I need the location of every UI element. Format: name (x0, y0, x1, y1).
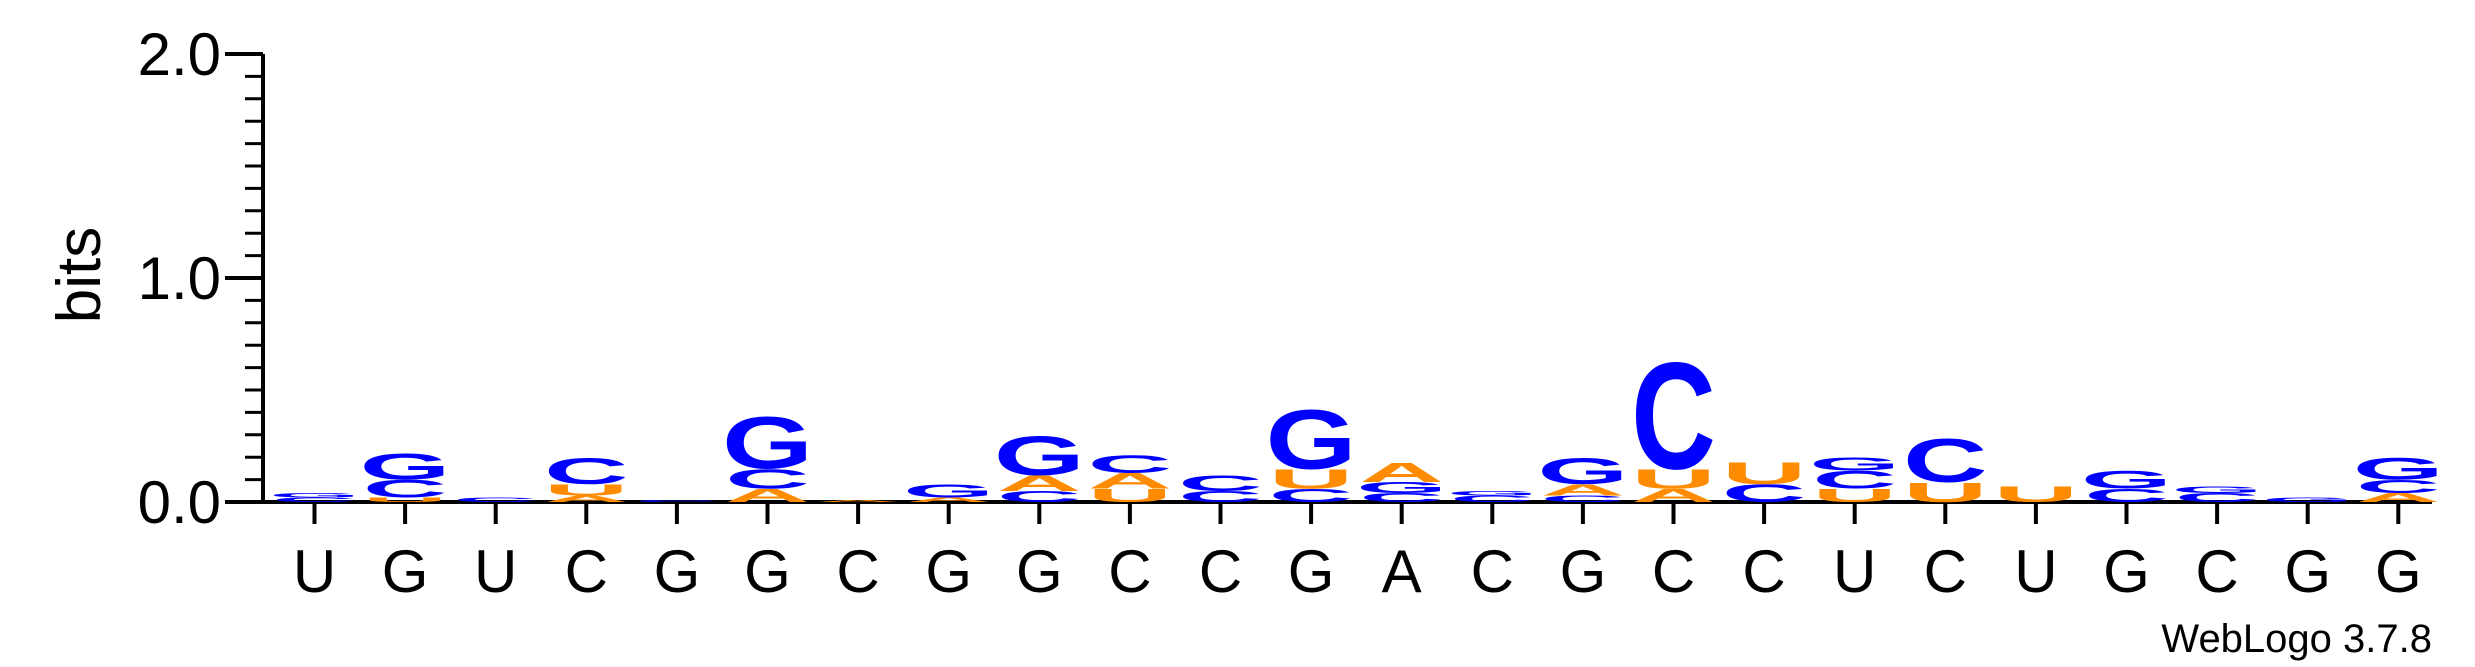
x-tick-label: C (1742, 538, 1785, 605)
logo-letter: A (1088, 469, 1173, 493)
x-tick-label: U (474, 538, 517, 605)
logo-letter: G (1447, 490, 1538, 497)
x-tick-label: C (1199, 538, 1242, 605)
x-tick-label: C (836, 538, 879, 605)
y-tick-label: 0.0 (138, 469, 221, 536)
x-tick-label: C (1652, 538, 1695, 605)
weblogo-credit: WebLogo 3.7.8 (2161, 617, 2432, 661)
logo-letter: G (360, 446, 451, 488)
logo-letter: U (1812, 485, 1897, 506)
logo-letter: U (363, 496, 448, 503)
logo-letter: G (722, 401, 813, 485)
x-tick-label: C (1924, 538, 1967, 605)
y-tick-label: 1.0 (138, 245, 221, 312)
logo-letter: G (1537, 451, 1628, 493)
logo-letter: G (1356, 479, 1447, 496)
logo-letter: G (2262, 496, 2353, 503)
logo-letter: A (1541, 481, 1626, 498)
logo-letter: C (1178, 488, 1263, 505)
logo-letter: A (906, 496, 991, 503)
logo-letter: U (1269, 464, 1354, 495)
logo-letter: C (1178, 471, 1263, 495)
logo-letter: C (1722, 479, 1807, 507)
logo-letter: C (1359, 491, 1444, 505)
logo-letter: A (544, 494, 629, 504)
x-tick-label: G (382, 538, 429, 605)
logo-letter: C (1088, 450, 1173, 478)
logo-letter: G (994, 425, 1085, 487)
x-tick-label: G (2284, 538, 2331, 605)
logo-letter: G (2353, 452, 2444, 487)
logo-letter: C (1450, 494, 1535, 504)
logo-letter: G (2081, 466, 2172, 494)
x-tick-label: U (1833, 538, 1876, 605)
x-tick-label: G (1560, 538, 1607, 605)
x-tick-label: C (1471, 538, 1514, 605)
x-tick-label: G (1016, 538, 1063, 605)
y-axis-label: bits (45, 227, 114, 323)
logo-letter: U (1631, 464, 1716, 495)
logo-letter: C (2084, 485, 2169, 506)
y-axis: 0.0 1.0 2.0 (138, 21, 265, 536)
logo-letter: C (1812, 466, 1897, 494)
logo-letter: G (1266, 393, 1357, 487)
logo-letter: G (2172, 485, 2263, 495)
logo-letter: U (1722, 456, 1807, 491)
x-tick-label: G (654, 538, 701, 605)
logo-letter: C (1631, 330, 1716, 500)
logo-letter: A (816, 499, 901, 502)
logo-letter: U (1088, 485, 1173, 506)
x-tick-label: G (2375, 538, 2422, 605)
logo-letter: A (725, 485, 810, 506)
logo-letter: C (997, 488, 1082, 505)
x-tick-label: A (1382, 538, 1422, 605)
logo-letter: C (635, 499, 720, 502)
logo-letter: G (1809, 454, 1900, 475)
x-tick-label: G (2103, 538, 2150, 605)
logo-letter: C (2356, 476, 2441, 497)
x-tick-label: U (293, 538, 336, 605)
logo-letter: C (544, 451, 629, 493)
logo-letter: U (1994, 482, 2079, 506)
logo-letter: A (1359, 457, 1444, 488)
x-tick-label: C (2195, 538, 2238, 605)
logo-letter: C (725, 464, 810, 495)
logo-letter: C (1541, 494, 1626, 504)
logo-letter: U (544, 481, 629, 498)
logo-letter: C (1269, 485, 1354, 506)
logo-letter: A (997, 471, 1082, 495)
logo-letter: C (2175, 491, 2260, 505)
x-tick-label: U (2014, 538, 2057, 605)
x-tick-label: C (1108, 538, 1151, 605)
logo-letter: C (1903, 425, 1988, 495)
logo-letter: C (363, 475, 448, 503)
logo-letter: G (269, 492, 360, 499)
y-tick-label: 2.0 (138, 21, 221, 88)
logo-letter: A (1631, 485, 1716, 506)
logo-letter: C (272, 496, 357, 503)
logo-letter: A (2356, 491, 2441, 505)
x-tick-label: G (1288, 538, 1335, 605)
logo-letter: G (903, 481, 994, 502)
x-tick-label: C (565, 538, 608, 605)
x-tick-label: G (925, 538, 972, 605)
logo-letter: U (1903, 477, 1988, 508)
logo-letter: C (453, 496, 538, 503)
x-tick-label: G (744, 538, 791, 605)
